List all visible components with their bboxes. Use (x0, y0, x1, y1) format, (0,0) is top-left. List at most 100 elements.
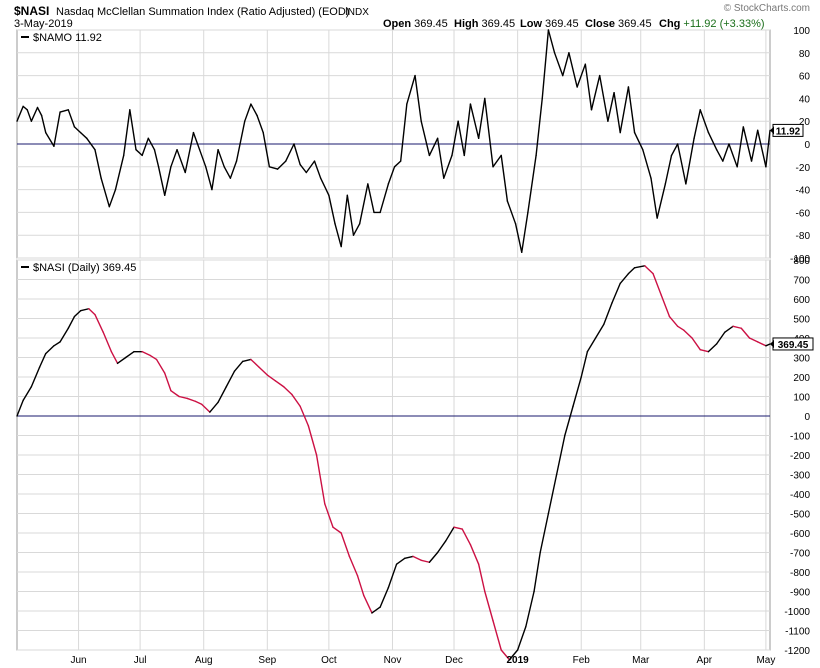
series-segment (340, 532, 351, 558)
series-segment (328, 194, 336, 225)
series-segment (644, 265, 654, 275)
series-segment (16, 105, 24, 122)
low-label: Low (520, 18, 542, 30)
series-segment (521, 211, 529, 254)
y-tick-label: -1100 (785, 627, 810, 638)
panel-title: $NAMO 11.92 (33, 32, 102, 44)
chart-symbol: $NASI (14, 4, 49, 18)
series-segment (740, 327, 751, 339)
x-tick-label: Apr (697, 655, 713, 666)
series-segment (742, 126, 753, 162)
series-segment (276, 160, 287, 170)
series-segment (453, 526, 463, 530)
series-segment (164, 166, 172, 197)
series-segment (664, 154, 673, 185)
series-segment (683, 329, 693, 339)
y-tick-label: -200 (790, 451, 810, 462)
series-segment (299, 163, 307, 174)
series-segment (414, 74, 422, 122)
series-segment (660, 294, 671, 318)
series-segment (395, 557, 406, 565)
series-segment (750, 129, 759, 162)
series-segment (315, 454, 326, 505)
series-segment (477, 97, 486, 140)
y-tick-label: -1200 (784, 646, 810, 657)
series-segment (371, 606, 381, 614)
series-segment (217, 148, 225, 168)
series-segment (53, 111, 61, 147)
series-segment (650, 177, 658, 219)
series-segment (198, 148, 207, 168)
series-segment (235, 120, 246, 162)
series-segment (387, 563, 398, 589)
chart-description: Nasdaq McClellan Summation Index (Ratio … (56, 6, 349, 18)
series-segment (379, 586, 390, 608)
series-segment (40, 114, 47, 134)
series-segment (619, 272, 630, 285)
y-tick-label: 80 (799, 49, 811, 60)
series-segment (225, 370, 236, 388)
series-segment (135, 148, 143, 157)
last-value-label: 11.92 (776, 126, 801, 137)
series-segment (514, 223, 523, 254)
series-segment (404, 555, 414, 560)
y-tick-label: 600 (793, 295, 810, 306)
series-segment (184, 131, 195, 174)
series-segment (652, 272, 662, 296)
series-segment (186, 397, 197, 403)
y-tick-label: -20 (796, 163, 811, 174)
y-tick-label: -900 (790, 588, 810, 599)
series-segment (387, 166, 396, 185)
series-segment (346, 194, 355, 236)
series-segment (157, 166, 166, 197)
series-segment (79, 131, 88, 140)
series-segment (114, 154, 125, 191)
series-segment (217, 386, 227, 404)
y-tick-label: 0 (804, 140, 810, 151)
series-segment (765, 129, 771, 168)
series-segment (428, 551, 439, 563)
series-segment (244, 103, 252, 122)
y-tick-label: -100 (790, 254, 810, 265)
series-segment (691, 337, 701, 351)
copyright: © StockCharts.com (724, 3, 810, 14)
series-segment (30, 366, 41, 388)
y-tick-label: 100 (793, 393, 810, 404)
series-segment (59, 327, 69, 343)
series-segment (67, 109, 76, 128)
series-segment (26, 109, 33, 122)
series-segment (756, 129, 767, 168)
x-tick-label: Nov (384, 655, 402, 666)
series-segment (451, 120, 459, 157)
series-segment (627, 86, 636, 134)
series-segment (299, 405, 310, 427)
series-segment (580, 350, 589, 378)
y-tick-label: 40 (799, 94, 811, 105)
y-tick-label: -800 (790, 568, 810, 579)
series-segment (492, 154, 502, 168)
series-segment (508, 649, 519, 661)
series-segment (153, 148, 160, 168)
series-segment (324, 503, 334, 528)
nasi-panel: -1200-1100-1000-900-800-700-600-500-400-… (16, 256, 814, 661)
series-segment (194, 400, 203, 405)
y-tick-label: -300 (790, 471, 810, 482)
series-segment (192, 131, 201, 151)
series-segment (155, 358, 166, 374)
series-segment (108, 188, 117, 208)
series-segment (88, 308, 96, 316)
close-value: 369.45 (618, 18, 652, 30)
series-segment (73, 310, 82, 318)
y-tick-label: 300 (793, 354, 810, 365)
series-segment (492, 620, 502, 651)
series-segment (176, 148, 186, 174)
series-segment (223, 166, 232, 179)
series-segment (535, 97, 543, 157)
series-segment (436, 540, 447, 554)
svg-text:Chg+11.92 (+3.33%): Chg +11.92 (+3.33%) (659, 18, 765, 30)
series-segment (141, 350, 152, 357)
series-segment (313, 160, 322, 179)
panel-legend: $NASI (Daily) 369.45 (21, 262, 136, 274)
series-segment (59, 109, 69, 113)
